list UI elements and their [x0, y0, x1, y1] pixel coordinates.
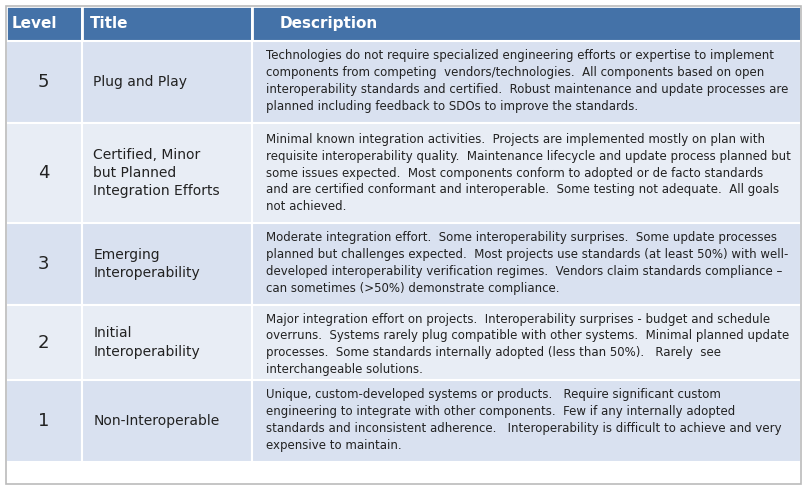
Text: Emerging
Interoperability: Emerging Interoperability: [94, 248, 200, 280]
Text: Plug and Play: Plug and Play: [94, 75, 187, 89]
Bar: [82, 223, 253, 305]
Bar: [82, 123, 253, 223]
Text: Unique, custom-developed systems or products.   Require significant custom
engin: Unique, custom-developed systems or prod…: [266, 388, 782, 452]
Bar: [82, 41, 253, 123]
Text: Level: Level: [12, 16, 57, 31]
Bar: [82, 6, 253, 41]
Bar: [6, 305, 82, 380]
Bar: [82, 380, 253, 462]
Bar: [253, 380, 801, 462]
Bar: [253, 223, 801, 305]
Bar: [253, 305, 801, 380]
Bar: [6, 6, 82, 41]
Text: Non-Interoperable: Non-Interoperable: [94, 414, 220, 428]
Bar: [6, 380, 82, 462]
Text: Description: Description: [280, 16, 378, 31]
Text: Moderate integration effort.  Some interoperability surprises.  Some update proc: Moderate integration effort. Some intero…: [266, 231, 788, 294]
Bar: [253, 6, 801, 41]
Text: Technologies do not require specialized engineering efforts or expertise to impl: Technologies do not require specialized …: [266, 49, 788, 113]
Bar: [82, 305, 253, 380]
Text: 5: 5: [38, 73, 49, 91]
Text: Major integration effort on projects.  Interoperability surprises - budget and s: Major integration effort on projects. In…: [266, 313, 789, 376]
Text: 2: 2: [38, 334, 49, 351]
Text: Title: Title: [90, 16, 128, 31]
Text: 3: 3: [38, 255, 49, 273]
Bar: [253, 41, 801, 123]
Bar: [6, 41, 82, 123]
Text: Certified, Minor
but Planned
Integration Efforts: Certified, Minor but Planned Integration…: [94, 147, 220, 198]
Bar: [6, 123, 82, 223]
Bar: [6, 223, 82, 305]
Text: Initial
Interoperability: Initial Interoperability: [94, 326, 200, 359]
Text: 1: 1: [38, 412, 49, 430]
Text: 4: 4: [38, 164, 49, 182]
Text: Minimal known integration activities.  Projects are implemented mostly on plan w: Minimal known integration activities. Pr…: [266, 133, 791, 213]
Bar: [253, 123, 801, 223]
